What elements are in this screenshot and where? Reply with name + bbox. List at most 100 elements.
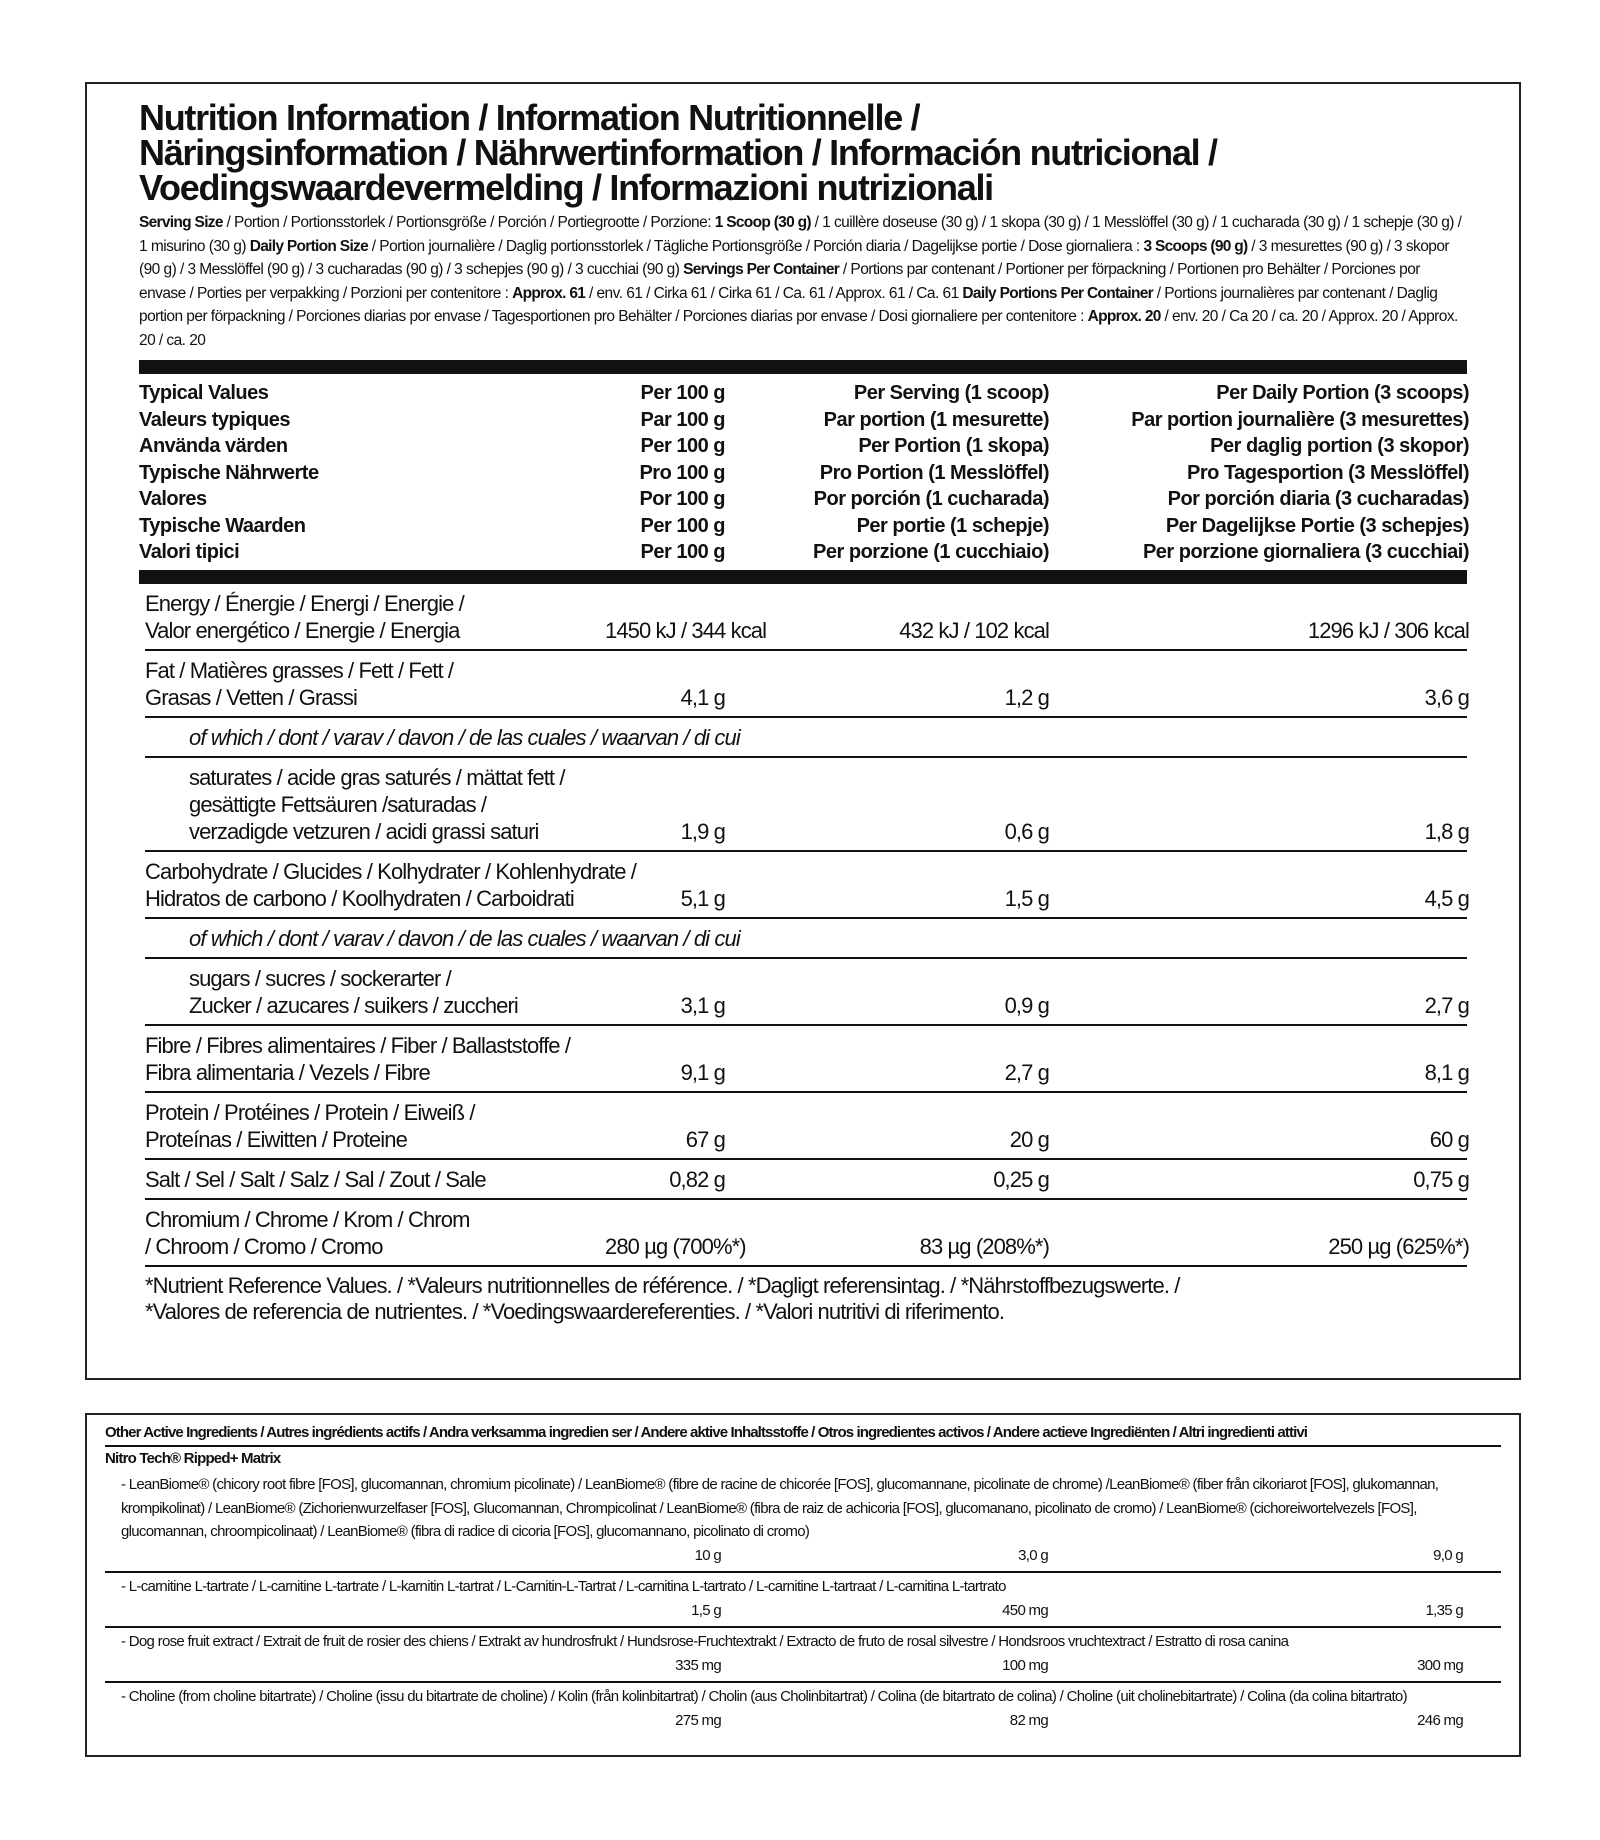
nutrient-value: 1450 kJ / 344 kcal [605,617,767,643]
header-cell: Typische Waarden [139,514,306,537]
label-line: Protein / Protéines / Protein / Eiweiß / [145,1099,476,1125]
header-cell: Per Portion (1 skopa) [858,435,1049,457]
header-row: Använda värden Per 100 g Per Portion (1 sk… [139,433,1470,460]
footnote-line: *Nutrient Reference Values. / *Valeurs n… [145,1272,1180,1298]
ingredient-value: 335 mg [675,1656,722,1674]
serving-text: Approx. 20 [1087,308,1162,325]
ingredient-values: 275 mg 82 mg 246 mg [121,1709,1501,1733]
nutrient-label: Protein / Protéines / Protein / Eiweiß /… [145,1099,605,1153]
header-cell: Pro 100 g [639,461,725,484]
header-cell: Per portie (1 schepje) [856,514,1050,537]
nutrient-value: 1,5 g [1004,885,1050,911]
nutrient-value: 1296 kJ / 306 kcal [1307,617,1470,643]
label-line: verzadigde vetzuren / acidi grassi satur… [189,818,539,844]
title-line: Voedingswaardevermelding / Informazioni … [139,167,994,208]
header-cell: Per 100 g [640,382,726,404]
nutrient-value: 432 kJ / 102 kcal [899,617,1050,643]
label-line: gesättigte Fettsäuren /saturadas / [189,791,487,817]
serving-text: 1 Scoop (30 g) [714,214,812,231]
footnote: *Nutrient Reference Values. / *Valeurs n… [139,1267,1467,1325]
ingredient: - Choline (from choline bitartrate) / Ch… [105,1681,1501,1736]
other-subtitle: Nitro Tech® Ripped+ Matrix [105,1450,281,1467]
label-line: Grasas / Vetten / Grassi [145,684,358,710]
nutrient-value: 67 g [685,1126,726,1152]
nutrient-value: 2,7 g [1424,992,1470,1018]
nutrient-value: 0,82 g [669,1166,726,1192]
label-line: sugars / sucres / sockerarter / [189,965,452,991]
other-ingredients: Other Active Ingredients / Autres ingréd… [85,1413,1521,1757]
header-cell: Per Serving (1 scoop) [853,382,1050,404]
serving-text: Daily Portion Size [249,237,369,255]
ingredient-value: 82 mg [1009,1711,1049,1729]
serving-text: Approx. 61 [512,284,586,302]
header-row: Typische Waarden Per 100 g Per portie (1 s… [139,513,1470,540]
nutrient-row: sugars / sucres / sockerarter / Zucker / … [145,959,1470,1026]
nutrient-value: 0,9 g [1004,992,1050,1018]
title-line: Näringsinformation / Nährwertinformation… [139,132,1218,173]
header-cell: Per daglig portion (3 skopor) [1210,435,1469,457]
nutrient-value: 3,1 g [680,992,726,1018]
label-line: Chromium / Chrome / Krom / Chrom [145,1206,470,1232]
serving-text: / Portion / Portionsstorlek / Portionsgr… [222,214,715,231]
serving-text: / 1 cuillère doseuse (30 g) / 1 skopa (3… [139,214,1462,255]
serving-text: / 3 mesurettes (90 g) / 3 skopor (90 g) … [139,237,1450,279]
header-cell: Typical Values [139,382,269,404]
nutrient-row: Chromium / Chrome / Krom / Chrom / Chroom… [145,1200,1470,1267]
ingredient-value: 100 mg [1002,1656,1049,1674]
serving-text: 3 Scoops (90 g) [1143,237,1248,255]
serving-text: / Portions par contenant / Portioner per… [139,261,1420,302]
header-row: Valores Por 100 g Por porción (1 cucharada… [139,486,1470,513]
header-row: Valeurs typiques Par 100 g Par portion (1 … [139,407,1470,434]
header-cell: Per Daily Portion (3 scoops) [1216,382,1469,404]
nutrient-row: Fibre / Fibres alimentaires / Fiber / Ba… [145,1026,1470,1093]
header-cell: Valori tipici [139,541,240,563]
rule [139,360,1467,374]
nutrient-label: Salt / Sel / Salt / Salz / Sal / Zout / … [145,1166,605,1193]
nutrient-label: Fibre / Fibres alimentaires / Fiber / Ba… [145,1032,605,1086]
rule [139,569,1467,584]
header-cell: Pro Portion (1 Messlöffel) [819,461,1050,484]
nutrient-value: 250 µg (625%*) [1328,1233,1470,1259]
footnote-line: *Valores de referencia de nutrientes. / … [145,1298,1005,1324]
header-row: Typische Nährwerte Pro 100 g Pro Portion (… [139,460,1470,487]
header-cell: Por porción (1 cucharada) [813,488,1050,510]
ingredient-value: 1,5 g [691,1601,722,1619]
header-cell: Par 100 g [640,408,726,431]
nutrient-value: 2,7 g [1004,1059,1050,1085]
other-title: Other Active Ingredients / Autres ingréd… [105,1421,1501,1447]
serving-info: Serving Size / Portion / Portionsstorlek… [139,211,1467,352]
nutrient-value: 5,1 g [680,885,726,911]
label-line: saturates / acide gras saturés / mättat … [189,764,565,790]
nutrient-value: 1,9 g [680,818,726,844]
serving-text: / env. 61 / Cirka 61 / Cirka 61 / Ca. 61… [585,284,963,302]
serving-text: / Portion journalière / Daglig portionss… [368,237,1144,255]
nutrient-row: Energy / Énergie / Energi / Energie / Val… [145,584,1470,651]
nutrition-panel: Nutrition Information / Information Nutr… [85,82,1521,1380]
header-cell: Per porzione giornaliera (3 cucchiai) [1142,541,1470,563]
of-which: of which / dont / varav / davon / de las… [145,919,1467,959]
label-line: Proteínas / Eiwitten / Proteine [145,1126,408,1152]
label-line: / Chroom / Cromo / Cromo [145,1233,383,1259]
ingredient-values: 1,5 g 450 mg 1,35 g [121,1599,1501,1623]
ingredient: - LeanBiome® (chicory root fibre [FOS], … [105,1471,1501,1571]
label-line: Hidratos de carbono / Koolhydraten / Car… [145,885,575,911]
ingredient: - L-carnitine L-tartrate / L-carnitine L… [105,1571,1501,1626]
label-line: Fat / Matières grasses / Fett / Fett / [145,657,454,683]
header-cell: Valeurs typiques [139,408,290,431]
label-line: Energy / Énergie / Energi / Energie / [145,590,465,616]
ingredient-value: 450 mg [1002,1601,1049,1619]
nutrient-value: 1,8 g [1424,818,1470,844]
header-cell: Per 100 g [640,541,726,563]
serving-text: / env. 20 / Ca 20 / ca. 20 / Approx. 20 … [139,308,1458,349]
nutrient-value: 60 g [1429,1126,1470,1152]
label-line: Salt / Sel / Salt / Salz / Sal / Zout / … [145,1166,487,1192]
header-cell: Pro Tagesportion (3 Messlöffel) [1187,461,1469,484]
nutrient-label: Fat / Matières grasses / Fett / Fett / Gr… [145,657,605,711]
header-cell: Valores [139,488,207,510]
label-line: Zucker / azucares / suikers / zuccheri [189,992,519,1018]
ingredient-value: 275 mg [675,1711,722,1729]
header-cell: Per Dagelijkse Portie (3 schepjes) [1165,514,1470,537]
nutrient-value: 280 µg (700%*) [605,1233,747,1259]
header-cell: Per 100 g [640,435,726,457]
